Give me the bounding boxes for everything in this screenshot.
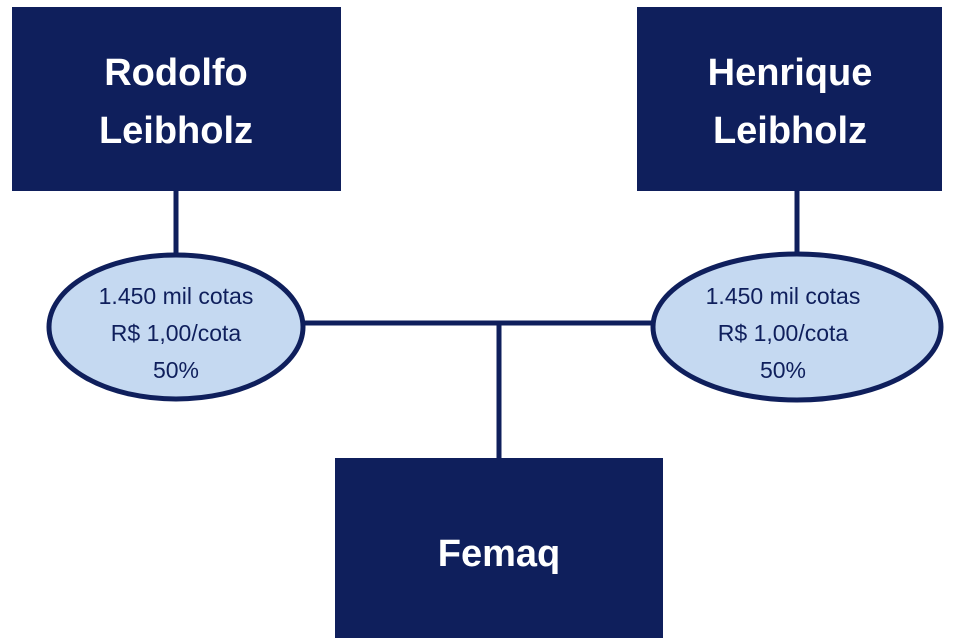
node-label: Leibholz [713, 110, 867, 152]
stake-label: 50% [153, 357, 199, 383]
node-label: Femaq [438, 533, 560, 575]
stake-ellipse [46, 252, 306, 402]
owner-box [637, 7, 942, 191]
company-box [335, 458, 663, 638]
stake-label: R$ 1,00/cota [111, 320, 242, 346]
owner-box [12, 7, 341, 191]
stake-label: 1.450 mil cotas [99, 283, 254, 309]
stake-ellipse [650, 251, 944, 403]
stake-label: 1.450 mil cotas [706, 283, 861, 309]
node-label: Leibholz [99, 110, 253, 152]
labels: Rodolfo Leibholz Henrique Leibholz Femaq 1.45… [99, 52, 873, 575]
node-label: Henrique [708, 52, 873, 94]
stake-label: 50% [760, 357, 806, 383]
stake-label: R$ 1,00/cota [718, 320, 849, 346]
node-label: Rodolfo [104, 52, 248, 94]
